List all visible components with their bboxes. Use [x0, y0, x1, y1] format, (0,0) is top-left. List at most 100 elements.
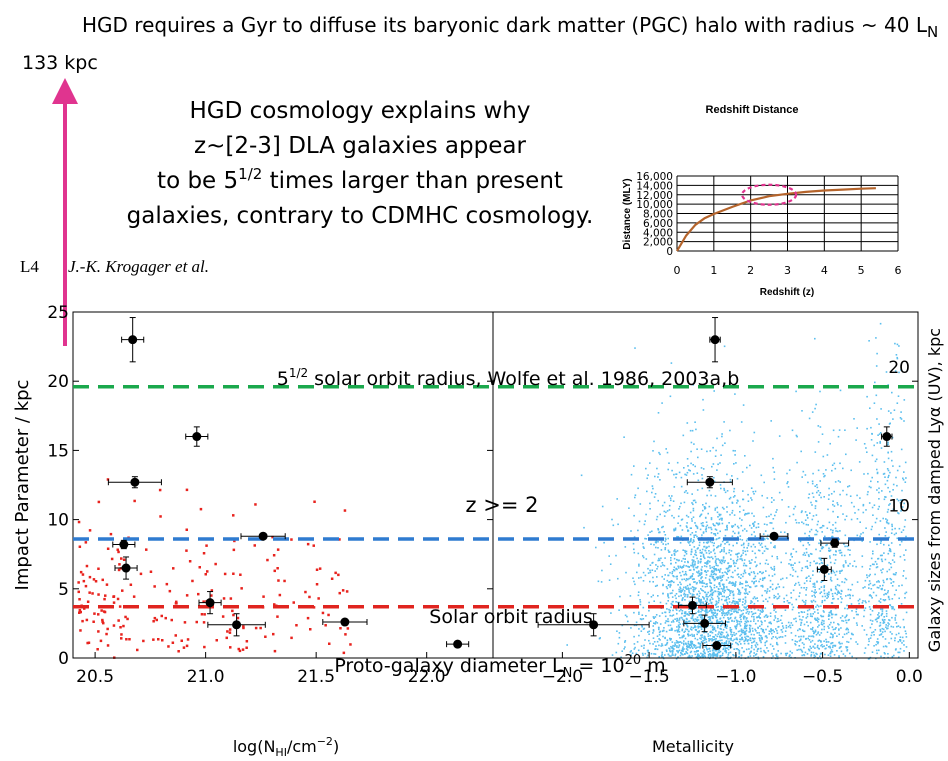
- background-point: [669, 497, 672, 499]
- background-point: [671, 646, 674, 648]
- background-point: [751, 499, 753, 501]
- background-point: [787, 625, 790, 628]
- background-point: [761, 579, 764, 581]
- background-point: [879, 585, 881, 587]
- background-point: [721, 576, 724, 578]
- background-point: [834, 632, 836, 634]
- background-point: [647, 631, 649, 633]
- background-point: [789, 650, 792, 653]
- background-point: [811, 492, 814, 495]
- background-point: [747, 593, 749, 595]
- background-point: [814, 451, 817, 453]
- background-point: [85, 618, 89, 622]
- background-point: [815, 591, 817, 593]
- background-point: [761, 552, 764, 555]
- background-point: [773, 609, 775, 612]
- background-point: [887, 508, 890, 511]
- background-point: [675, 567, 678, 570]
- background-point: [758, 580, 760, 583]
- background-point: [878, 615, 880, 618]
- background-point: [694, 465, 696, 468]
- background-point: [683, 648, 685, 650]
- background-point: [654, 622, 656, 625]
- background-point: [689, 533, 692, 536]
- background-point: [838, 633, 840, 636]
- background-point: [673, 566, 676, 569]
- background-point: [691, 586, 694, 588]
- background-point: [701, 653, 704, 655]
- background-point: [654, 585, 657, 587]
- background-point: [702, 656, 704, 658]
- background-point: [756, 632, 758, 634]
- background-point: [855, 641, 857, 643]
- background-point: [873, 634, 875, 636]
- background-point: [776, 620, 778, 623]
- background-point: [905, 611, 908, 614]
- background-point: [699, 549, 701, 552]
- background-point: [671, 570, 674, 573]
- background-point: [883, 589, 886, 591]
- background-point: [795, 550, 798, 553]
- background-point: [855, 610, 857, 613]
- background-point: [838, 429, 841, 431]
- background-point: [837, 590, 839, 592]
- background-point: [894, 649, 897, 651]
- background-point: [648, 601, 650, 604]
- background-point: [659, 479, 661, 481]
- background-point: [706, 585, 708, 588]
- background-point: [888, 619, 891, 622]
- background-point: [761, 572, 763, 575]
- background-point: [879, 442, 881, 444]
- background-point: [746, 620, 749, 622]
- background-point: [697, 625, 699, 627]
- background-point: [707, 651, 710, 653]
- background-point: [733, 490, 735, 493]
- background-point: [649, 571, 652, 574]
- background-point: [744, 601, 747, 603]
- background-point: [649, 502, 651, 505]
- background-point: [172, 567, 175, 570]
- background-point: [624, 614, 627, 617]
- background-point: [773, 648, 775, 650]
- background-point: [832, 628, 835, 631]
- background-point: [879, 554, 882, 557]
- background-point: [680, 560, 683, 562]
- background-point: [744, 638, 747, 641]
- background-point: [711, 577, 714, 579]
- background-point: [133, 499, 136, 503]
- background-point: [338, 538, 341, 541]
- background-point: [701, 607, 703, 610]
- background-point: [792, 548, 795, 550]
- background-point: [823, 622, 825, 625]
- background-point: [905, 591, 908, 594]
- background-point: [844, 607, 846, 610]
- background-point: [741, 631, 743, 633]
- background-point: [720, 454, 722, 456]
- background-point: [91, 592, 94, 595]
- background-point: [856, 534, 859, 537]
- background-point: [97, 630, 100, 633]
- background-point: [728, 601, 731, 603]
- background-point: [339, 627, 342, 630]
- background-point: [677, 601, 679, 604]
- background-point: [899, 640, 902, 642]
- background-point: [767, 538, 769, 540]
- background-point: [711, 631, 714, 634]
- background-point: [896, 356, 898, 359]
- background-point: [730, 646, 733, 649]
- background-point: [677, 522, 679, 524]
- background-point: [735, 641, 737, 644]
- background-point: [757, 609, 760, 611]
- background-point: [826, 544, 828, 546]
- background-point: [761, 607, 764, 610]
- background-point: [782, 625, 784, 627]
- background-point: [699, 581, 702, 584]
- background-point: [721, 522, 724, 525]
- background-point: [653, 496, 656, 498]
- background-point: [719, 627, 721, 630]
- background-point: [122, 624, 125, 628]
- background-point: [705, 547, 708, 549]
- background-point: [702, 602, 704, 605]
- background-point: [781, 631, 784, 633]
- background-point: [865, 509, 867, 511]
